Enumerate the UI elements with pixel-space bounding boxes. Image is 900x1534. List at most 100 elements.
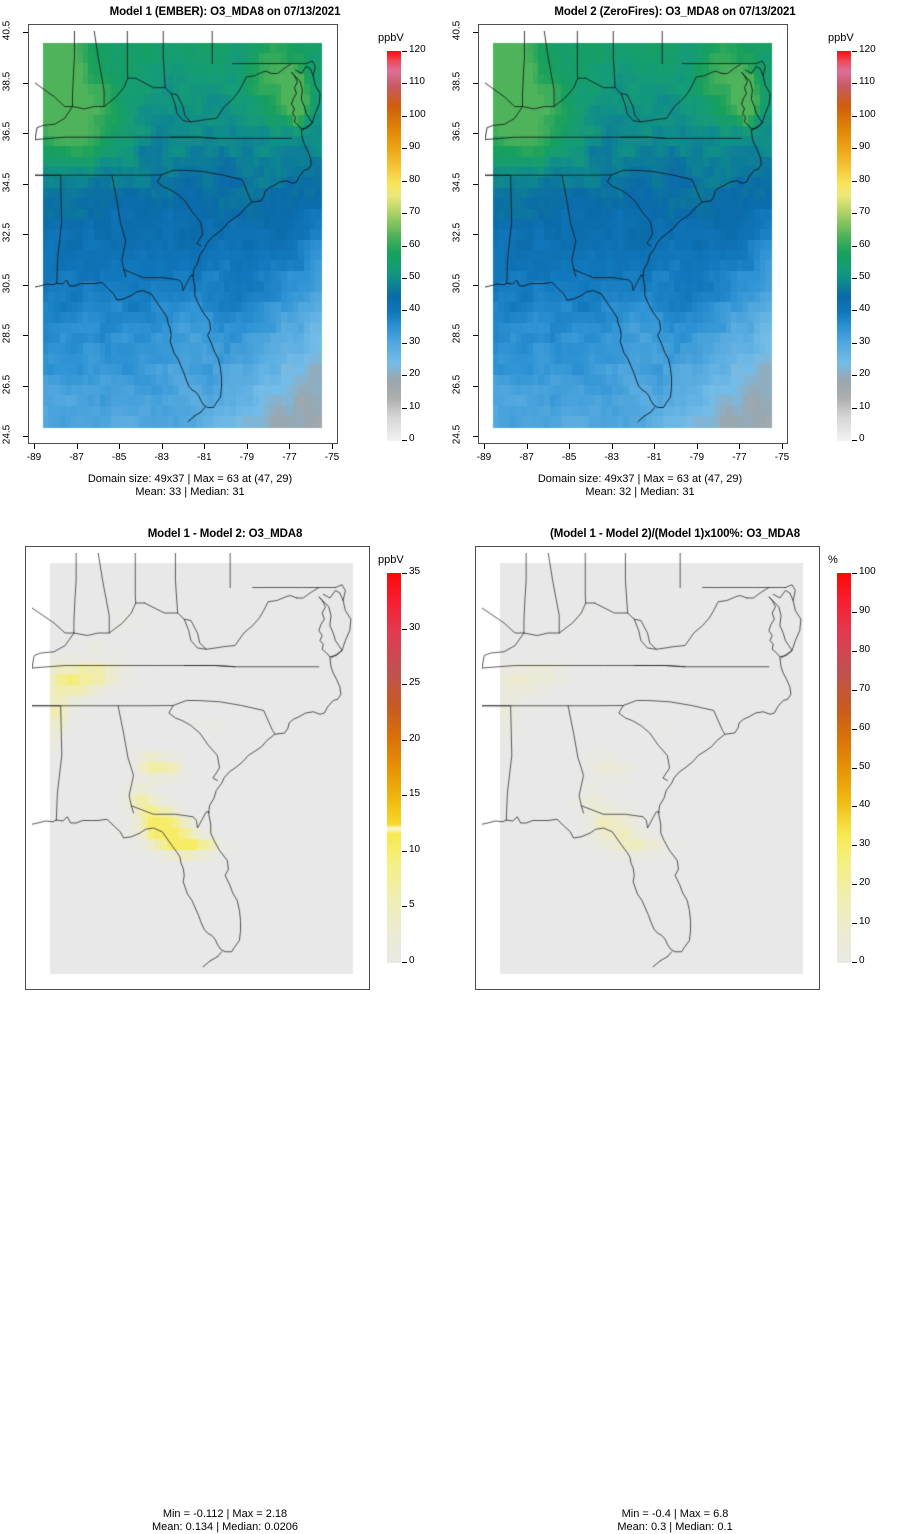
- x-axis-tick: [162, 444, 163, 449]
- panel-model1: Model 1 (EMBER): O3_MDA8 on 07/13/2021 -…: [0, 0, 450, 510]
- caption-line-2: Mean: 32 | Median: 31: [585, 486, 695, 498]
- map-plot-area: [478, 24, 788, 444]
- panel-diff-percent: (Model 1 - Model 2)/(Model 1)x100%: O3_M…: [450, 520, 900, 1533]
- y-axis-tick: [473, 83, 478, 84]
- colorbar: % 0 10 20 30 40 50 60 70 80 90 100: [828, 548, 898, 988]
- panel-caption: Min = -0.112 | Max = 2.18 Mean: 0.134 | …: [0, 1508, 450, 1534]
- difference-raster-map: [482, 553, 813, 983]
- x-axis-label: -79: [689, 452, 705, 463]
- colorbar-tick-label: 20: [859, 368, 871, 380]
- colorbar-gradient: [387, 573, 401, 963]
- colorbar-tick-label: 0: [859, 433, 865, 444]
- y-axis-label: 28.5: [451, 323, 463, 344]
- y-axis-label: 26.5: [451, 374, 463, 394]
- colorbar-tick: [852, 690, 857, 691]
- colorbar-tick: [402, 440, 407, 441]
- colorbar-tick: [402, 51, 407, 52]
- colorbar-tick-label: 30: [859, 335, 871, 347]
- colorbar-tick-label: 90: [859, 604, 871, 616]
- x-axis-tick: [77, 444, 78, 449]
- colorbar-tick: [852, 923, 857, 924]
- colorbar-tick: [402, 213, 407, 214]
- caption-line-1: Min = -0.112 | Max = 2.18: [162, 1508, 288, 1520]
- y-axis-label: 32.5: [1, 222, 13, 243]
- map-plot-area: [25, 546, 370, 990]
- colorbar-tick: [852, 343, 857, 344]
- colorbar-tick-label: 0: [859, 955, 865, 966]
- x-axis-tick: [119, 444, 120, 449]
- colorbar-tick-label: 60: [409, 238, 421, 250]
- colorbar-tick: [852, 278, 857, 279]
- panel-title: Model 1 - Model 2: O3_MDA8: [147, 528, 303, 540]
- colorbar-tick-label: 15: [409, 788, 421, 800]
- y-axis-label: 34.5: [451, 172, 463, 192]
- colorbar-tick-label: 30: [859, 838, 871, 850]
- difference-raster-map: [32, 553, 363, 983]
- colorbar-title: ppbV: [828, 32, 854, 44]
- colorbar-tick-label: 10: [409, 843, 421, 855]
- colorbar-tick: [402, 278, 407, 279]
- colorbar-tick-label: 20: [409, 368, 421, 380]
- colorbar-tick: [402, 629, 407, 630]
- y-axis-tick: [473, 133, 478, 134]
- y-axis-tick: [473, 32, 478, 33]
- colorbar-tick-label: 50: [859, 270, 871, 282]
- map-plot-area: [475, 546, 820, 990]
- colorbar-tick: [852, 375, 857, 376]
- x-axis-tick: [204, 444, 205, 449]
- map-plot-area: [28, 24, 338, 444]
- colorbar-tick-label: 100: [859, 108, 876, 120]
- y-axis-label: 38.5: [1, 71, 13, 91]
- x-axis-tick: [289, 444, 290, 449]
- panel-title: Model 2 (ZeroFires): O3_MDA8 on 07/13/20…: [554, 6, 796, 18]
- y-axis-label: 36.5: [1, 121, 13, 142]
- colorbar-tick-label: 120: [409, 44, 426, 55]
- y-axis-tick: [473, 436, 478, 437]
- colorbar-tick: [852, 845, 857, 846]
- x-axis-label: -89: [476, 452, 492, 463]
- y-axis-label: 24.5: [451, 424, 463, 445]
- x-axis-tick: [697, 444, 698, 449]
- colorbar-tick: [852, 408, 857, 409]
- x-axis-label: -87: [519, 452, 534, 463]
- caption-line-1: Domain size: 49x37 | Max = 63 at (47, 29…: [87, 473, 293, 485]
- panel-caption: Domain size: 49x37 | Max = 63 at (47, 29…: [0, 473, 380, 499]
- colorbar-tick: [852, 612, 857, 613]
- colorbar-tick-label: 5: [409, 899, 415, 911]
- y-axis-tick: [23, 32, 28, 33]
- x-axis-label: -75: [324, 452, 340, 463]
- colorbar-tick-label: 0: [409, 433, 415, 444]
- colorbar-tick: [402, 181, 407, 182]
- colorbar-tick-label: 30: [409, 335, 421, 347]
- x-axis-label: -81: [197, 452, 212, 463]
- colorbar-gradient: [837, 51, 851, 441]
- colorbar-tick: [402, 148, 407, 149]
- colorbar-tick: [852, 51, 857, 52]
- y-axis-label: 32.5: [451, 222, 463, 243]
- y-axis-tick: [23, 285, 28, 286]
- colorbar-tick-label: 70: [859, 682, 871, 694]
- y-axis-tick: [23, 335, 28, 336]
- colorbar-gradient: [837, 573, 851, 963]
- y-axis-label: 24.5: [1, 424, 13, 445]
- plot-border: [478, 24, 788, 444]
- colorbar-tick-label: 40: [409, 303, 421, 315]
- colorbar-tick-label: 10: [409, 400, 421, 412]
- colorbar-tick: [852, 440, 857, 441]
- y-axis-tick: [23, 234, 28, 235]
- x-axis-tick: [782, 444, 783, 449]
- x-axis-label: -89: [26, 452, 42, 463]
- colorbar-tick: [852, 806, 857, 807]
- colorbar-tick-label: 10: [859, 400, 871, 412]
- y-axis-label: 26.5: [1, 374, 13, 394]
- y-axis-label: 40.5: [1, 20, 13, 41]
- colorbar-tick: [402, 906, 407, 907]
- colorbar-tick-label: 110: [859, 76, 875, 88]
- plot-border: [475, 546, 820, 990]
- ozone-raster-map: [35, 31, 331, 437]
- colorbar-tick: [852, 83, 857, 84]
- y-axis-tick: [473, 335, 478, 336]
- y-axis-tick: [473, 386, 478, 387]
- x-axis-tick: [247, 444, 248, 449]
